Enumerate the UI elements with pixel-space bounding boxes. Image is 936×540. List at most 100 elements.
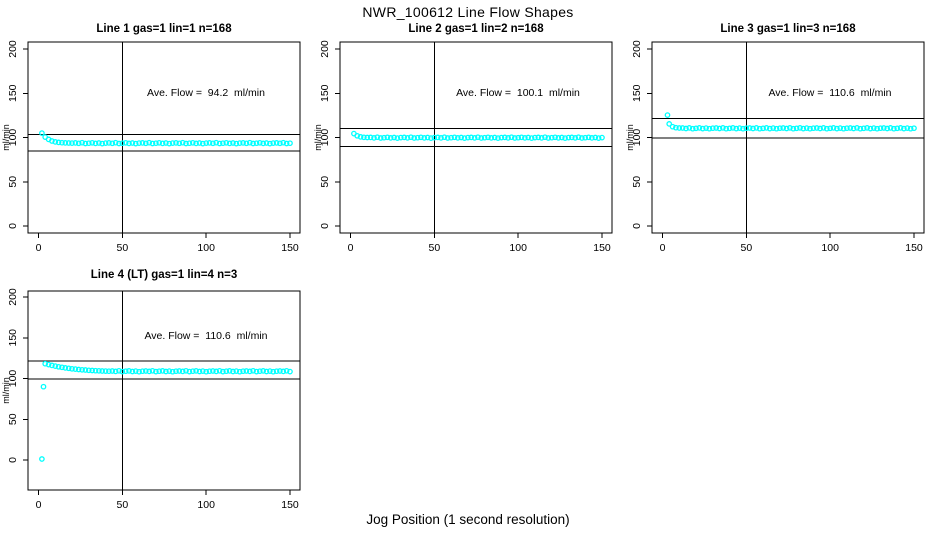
data-point — [263, 368, 270, 375]
y-tick-label: 50 — [7, 176, 19, 188]
y-tick-label: 0 — [7, 223, 19, 229]
data-point — [210, 140, 216, 147]
data-point — [371, 135, 377, 141]
data-point — [817, 125, 823, 132]
data-point — [39, 456, 45, 462]
data-point — [847, 125, 854, 131]
data-point — [193, 140, 199, 147]
data-point — [149, 367, 156, 374]
data-point — [458, 134, 465, 141]
data-point — [173, 140, 179, 146]
data-point — [79, 139, 85, 146]
data-point — [367, 134, 374, 141]
y-axis-label: ml/min — [1, 124, 11, 151]
data-point — [397, 134, 404, 141]
plot-3-title: Line 3 gas=1 lin=3 n=168 — [720, 23, 856, 35]
y-tick-label: 100 — [7, 370, 19, 388]
data-point — [783, 125, 790, 132]
data-point — [481, 134, 488, 141]
data-point — [243, 140, 250, 147]
data-point — [468, 134, 475, 141]
data-point — [522, 135, 528, 141]
data-point — [39, 130, 45, 136]
data-point — [246, 368, 253, 375]
data-point — [153, 368, 159, 375]
y-axis-label: ml/min — [1, 377, 11, 404]
x-tick-label: 100 — [821, 242, 839, 254]
data-point — [85, 367, 92, 374]
x-tick-label: 100 — [197, 242, 215, 254]
data-point — [109, 368, 116, 374]
data-point — [485, 134, 491, 141]
data-point — [904, 125, 911, 131]
data-point — [277, 368, 283, 374]
data-point — [119, 368, 126, 375]
data-point — [548, 134, 555, 141]
y-tick-label: 200 — [631, 40, 643, 58]
data-point — [236, 368, 243, 375]
data-point — [287, 368, 293, 375]
data-point — [82, 140, 89, 147]
data-point — [495, 135, 501, 141]
data-point — [431, 134, 438, 141]
data-point — [220, 368, 226, 375]
plot-1-canvas: 0 50 100 150 0 50 100 150 200 ml/min — [1, 40, 301, 254]
y-tick-label: 150 — [7, 329, 19, 347]
data-point — [49, 362, 55, 369]
data-point — [844, 125, 850, 132]
data-point — [55, 363, 62, 370]
data-point — [870, 125, 877, 131]
y-tick-label: 200 — [319, 40, 331, 58]
data-point — [753, 125, 760, 131]
data-point — [491, 134, 498, 141]
data-point — [834, 125, 840, 132]
data-point — [552, 134, 558, 141]
data-point — [683, 125, 689, 132]
data-point — [471, 135, 478, 141]
data-point — [454, 135, 461, 141]
data-point — [92, 140, 99, 147]
data-point — [220, 140, 226, 147]
plot-3-canvas: 0 50 100 150 0 50 100 150 200 ml/min — [625, 40, 925, 254]
data-point — [112, 368, 119, 375]
data-point — [250, 140, 256, 147]
data-point — [562, 135, 568, 141]
x-tick-label: 0 — [36, 242, 42, 254]
data-point — [381, 134, 387, 141]
data-point — [384, 134, 391, 141]
data-point — [877, 125, 884, 132]
data-point — [159, 368, 166, 374]
x-tick-label: 150 — [281, 499, 299, 511]
data-point — [434, 134, 441, 141]
plot-2-canvas: 0 50 100 150 0 50 100 150 200 ml/min — [313, 40, 613, 254]
data-point — [542, 134, 548, 141]
y-tick-label: 50 — [319, 176, 331, 188]
data-point — [270, 368, 277, 375]
data-point — [203, 368, 210, 375]
data-point — [52, 363, 59, 369]
data-point — [199, 140, 206, 147]
data-point — [92, 367, 99, 374]
data-point — [85, 140, 92, 147]
data-point — [595, 135, 602, 141]
y-axis-label: ml/min — [313, 124, 323, 151]
data-point — [52, 139, 59, 145]
data-point — [857, 125, 864, 132]
data-point — [679, 125, 686, 131]
data-point — [864, 125, 870, 131]
data-point — [216, 140, 223, 147]
data-point — [797, 125, 803, 131]
data-point — [69, 365, 75, 372]
data-point — [756, 125, 763, 132]
data-point — [572, 135, 579, 141]
data-point — [233, 140, 240, 147]
x-tick-label: 50 — [116, 242, 128, 254]
data-point — [777, 125, 783, 132]
data-point — [901, 125, 907, 132]
data-point — [283, 367, 290, 374]
data-point — [183, 367, 189, 374]
y-tick-label: 150 — [631, 84, 643, 102]
data-point — [424, 134, 431, 141]
data-point — [166, 368, 173, 374]
data-point — [840, 125, 847, 132]
